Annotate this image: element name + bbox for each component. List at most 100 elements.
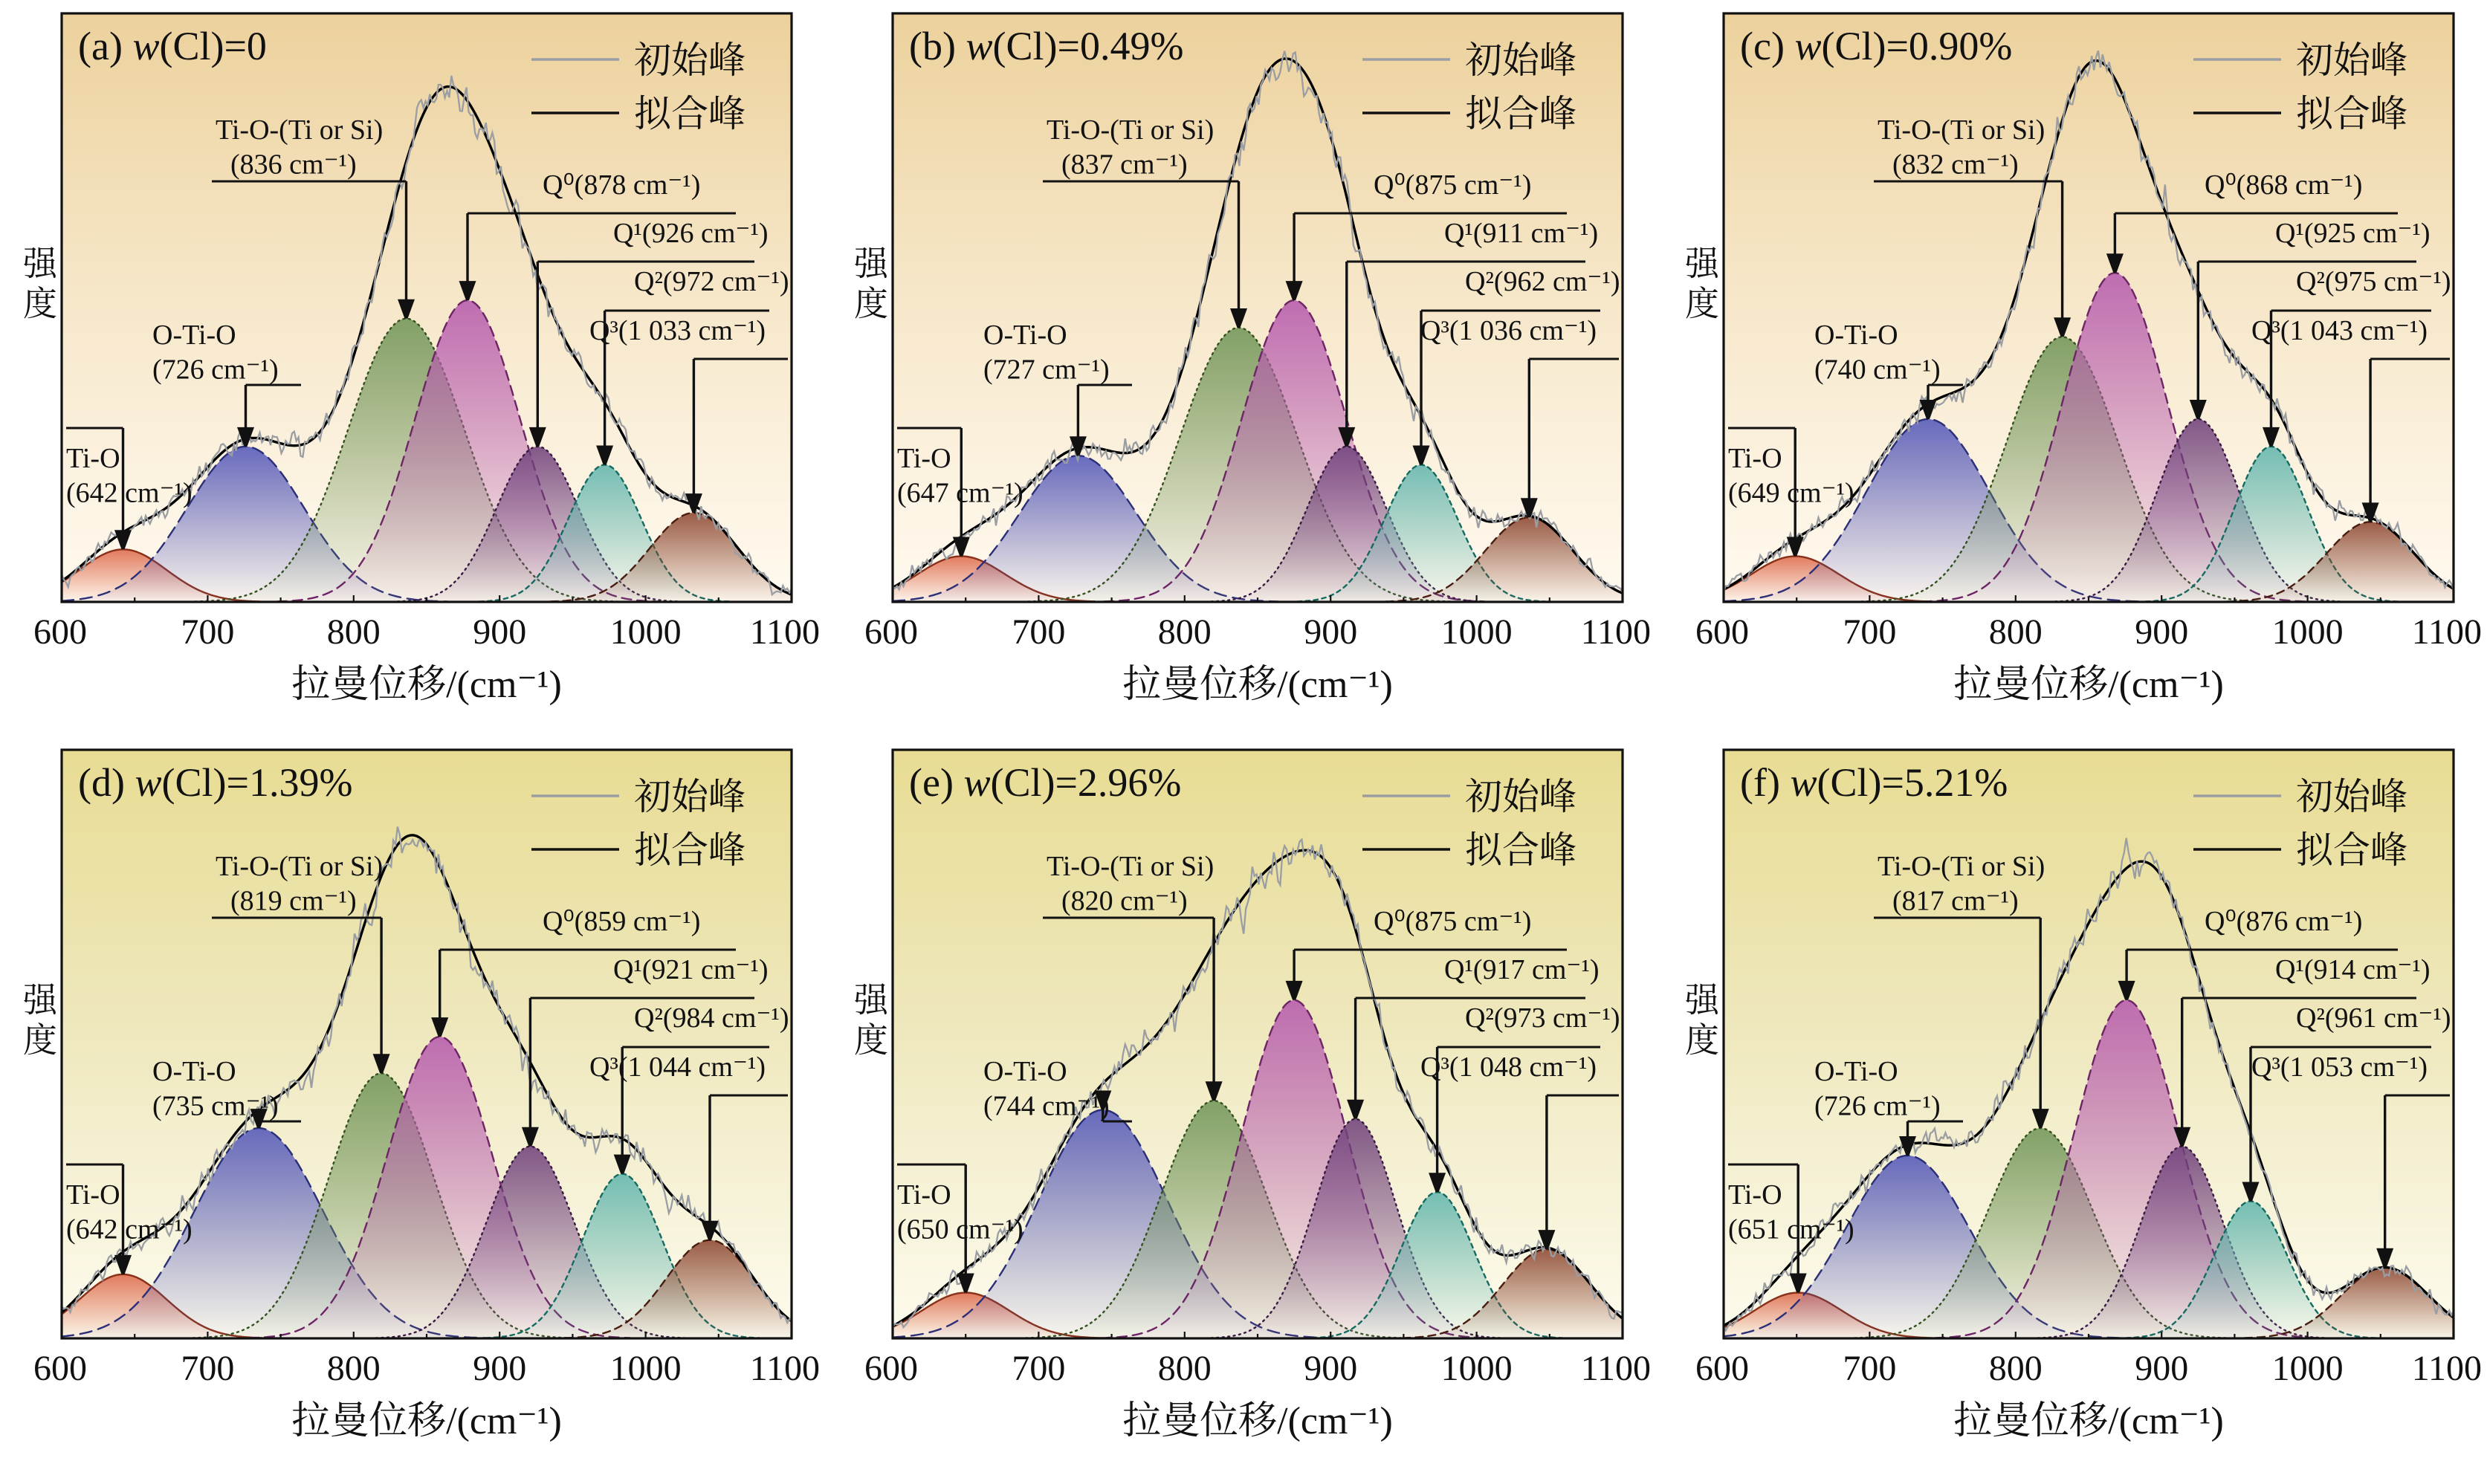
svg-text:Ti-O: Ti-O — [1728, 1179, 1782, 1211]
svg-text:Q²(972 cm⁻¹): Q²(972 cm⁻¹) — [634, 266, 789, 297]
svg-text:(726 cm⁻¹): (726 cm⁻¹) — [152, 354, 279, 385]
svg-text:600: 600 — [1695, 1349, 1749, 1388]
svg-text:初始峰: 初始峰 — [634, 39, 746, 81]
svg-text:拟合峰: 拟合峰 — [2296, 829, 2407, 871]
svg-text:初始峰: 初始峰 — [1465, 776, 1576, 817]
svg-text:700: 700 — [181, 1349, 234, 1388]
svg-text:800: 800 — [1158, 1349, 1212, 1388]
svg-text:Q³(1 036 cm⁻¹): Q³(1 036 cm⁻¹) — [1420, 315, 1597, 346]
svg-text:O-Ti-O: O-Ti-O — [1814, 320, 1898, 351]
svg-text:(649 cm⁻¹): (649 cm⁻¹) — [1728, 477, 1854, 508]
svg-text:Ti-O: Ti-O — [66, 1179, 120, 1211]
svg-text:Ti-O: Ti-O — [897, 443, 951, 474]
svg-text:(651 cm⁻¹): (651 cm⁻¹) — [1728, 1214, 1854, 1245]
svg-text:700: 700 — [1843, 612, 1896, 652]
svg-text:O-Ti-O: O-Ti-O — [152, 1056, 236, 1087]
svg-text:拉曼位移/(cm⁻¹): 拉曼位移/(cm⁻¹) — [1953, 664, 2224, 706]
svg-text:Ti-O-(Ti or Si): Ti-O-(Ti or Si) — [1878, 114, 2045, 146]
svg-text:Q³(1 044 cm⁻¹): Q³(1 044 cm⁻¹) — [589, 1052, 766, 1083]
svg-text:800: 800 — [1989, 612, 2043, 652]
svg-text:Q²(961 cm⁻¹): Q²(961 cm⁻¹) — [2296, 1002, 2451, 1034]
svg-text:Ti-O: Ti-O — [1728, 443, 1782, 474]
svg-text:(817 cm⁻¹): (817 cm⁻¹) — [1892, 885, 2019, 916]
svg-text:1100: 1100 — [750, 612, 820, 652]
svg-text:1000: 1000 — [2272, 1349, 2344, 1388]
svg-text:900: 900 — [473, 1349, 526, 1388]
svg-text:拉曼位移/(cm⁻¹): 拉曼位移/(cm⁻¹) — [1122, 1400, 1393, 1442]
svg-text:1000: 1000 — [610, 612, 682, 652]
svg-text:1100: 1100 — [750, 1349, 820, 1388]
svg-text:Ti-O: Ti-O — [897, 1179, 951, 1211]
svg-text:Q¹(917 cm⁻¹): Q¹(917 cm⁻¹) — [1444, 954, 1600, 985]
svg-text:(820 cm⁻¹): (820 cm⁻¹) — [1061, 885, 1188, 916]
svg-text:(642 cm⁻¹): (642 cm⁻¹) — [66, 1214, 193, 1245]
svg-text:1100: 1100 — [1581, 1349, 1651, 1388]
svg-text:Q⁰(878 cm⁻¹): Q⁰(878 cm⁻¹) — [543, 169, 700, 201]
svg-text:Q¹(914 cm⁻¹): Q¹(914 cm⁻¹) — [2275, 954, 2431, 985]
svg-text:900: 900 — [1304, 612, 1357, 652]
svg-text:600: 600 — [33, 612, 87, 652]
svg-text:Ti-O-(Ti or Si): Ti-O-(Ti or Si) — [1878, 851, 2045, 882]
svg-text:Q⁰(868 cm⁻¹): Q⁰(868 cm⁻¹) — [2205, 169, 2362, 201]
svg-text:900: 900 — [1304, 1349, 1357, 1388]
svg-text:拟合峰: 拟合峰 — [2296, 93, 2407, 135]
svg-text:(b) w(Cl)=0.49%: (b) w(Cl)=0.49% — [909, 24, 1183, 68]
svg-text:O-Ti-O: O-Ti-O — [983, 1056, 1067, 1087]
svg-text:Ti-O-(Ti or Si): Ti-O-(Ti or Si) — [1047, 114, 1214, 146]
svg-text:Q³(1 053 cm⁻¹): Q³(1 053 cm⁻¹) — [2251, 1052, 2428, 1083]
svg-text:1100: 1100 — [2412, 1349, 2482, 1388]
svg-text:(f) w(Cl)=5.21%: (f) w(Cl)=5.21% — [1740, 760, 2008, 805]
svg-text:700: 700 — [1012, 612, 1065, 652]
svg-text:Q³(1 048 cm⁻¹): Q³(1 048 cm⁻¹) — [1420, 1052, 1597, 1083]
svg-text:Q⁰(875 cm⁻¹): Q⁰(875 cm⁻¹) — [1374, 169, 1531, 201]
svg-text:Ti-O-(Ti or Si): Ti-O-(Ti or Si) — [216, 114, 383, 146]
svg-text:1000: 1000 — [1441, 1349, 1513, 1388]
svg-text:Ti-O: Ti-O — [66, 443, 120, 474]
svg-text:800: 800 — [327, 1349, 381, 1388]
svg-text:600: 600 — [864, 612, 918, 652]
svg-text:Q³(1 033 cm⁻¹): Q³(1 033 cm⁻¹) — [589, 315, 766, 346]
svg-text:Q²(984 cm⁻¹): Q²(984 cm⁻¹) — [634, 1002, 789, 1034]
svg-text:1100: 1100 — [1581, 612, 1651, 652]
svg-text:800: 800 — [327, 612, 381, 652]
svg-text:900: 900 — [473, 612, 526, 652]
svg-text:(c) w(Cl)=0.90%: (c) w(Cl)=0.90% — [1740, 24, 2012, 68]
svg-text:拉曼位移/(cm⁻¹): 拉曼位移/(cm⁻¹) — [1122, 664, 1393, 706]
svg-text:700: 700 — [1012, 1349, 1065, 1388]
svg-text:O-Ti-O: O-Ti-O — [152, 320, 236, 351]
svg-text:Q²(962 cm⁻¹): Q²(962 cm⁻¹) — [1465, 266, 1620, 297]
svg-text:初始峰: 初始峰 — [2296, 776, 2407, 817]
svg-text:拉曼位移/(cm⁻¹): 拉曼位移/(cm⁻¹) — [291, 1400, 562, 1442]
svg-text:O-Ti-O: O-Ti-O — [1814, 1056, 1898, 1087]
svg-text:Ti-O-(Ti or Si): Ti-O-(Ti or Si) — [1047, 851, 1214, 882]
svg-text:1000: 1000 — [1441, 612, 1513, 652]
svg-text:Q⁰(875 cm⁻¹): Q⁰(875 cm⁻¹) — [1374, 906, 1531, 937]
svg-text:(727 cm⁻¹): (727 cm⁻¹) — [983, 354, 1110, 385]
svg-text:(a) w(Cl)=0: (a) w(Cl)=0 — [78, 24, 267, 68]
svg-text:800: 800 — [1158, 612, 1212, 652]
svg-text:(744 cm⁻¹): (744 cm⁻¹) — [983, 1090, 1110, 1121]
svg-text:1000: 1000 — [610, 1349, 682, 1388]
svg-text:600: 600 — [33, 1349, 87, 1388]
svg-text:Ti-O-(Ti or Si): Ti-O-(Ti or Si) — [216, 851, 383, 882]
svg-text:Q⁰(859 cm⁻¹): Q⁰(859 cm⁻¹) — [543, 906, 700, 937]
svg-text:600: 600 — [864, 1349, 918, 1388]
svg-text:1000: 1000 — [2272, 612, 2344, 652]
svg-text:Q¹(921 cm⁻¹): Q¹(921 cm⁻¹) — [613, 954, 769, 985]
svg-text:(d) w(Cl)=1.39%: (d) w(Cl)=1.39% — [78, 760, 352, 805]
svg-text:700: 700 — [181, 612, 234, 652]
svg-text:拟合峰: 拟合峰 — [1465, 829, 1576, 871]
svg-text:初始峰: 初始峰 — [2296, 39, 2407, 81]
svg-text:(726 cm⁻¹): (726 cm⁻¹) — [1814, 1090, 1941, 1121]
svg-text:拉曼位移/(cm⁻¹): 拉曼位移/(cm⁻¹) — [1953, 1400, 2224, 1442]
svg-text:O-Ti-O: O-Ti-O — [983, 320, 1067, 351]
svg-text:初始峰: 初始峰 — [634, 776, 746, 817]
svg-text:Q²(975 cm⁻¹): Q²(975 cm⁻¹) — [2296, 266, 2451, 297]
svg-text:(819 cm⁻¹): (819 cm⁻¹) — [230, 885, 357, 916]
svg-text:(650 cm⁻¹): (650 cm⁻¹) — [897, 1214, 1023, 1245]
svg-text:Q¹(925 cm⁻¹): Q¹(925 cm⁻¹) — [2275, 218, 2431, 249]
svg-text:初始峰: 初始峰 — [1465, 39, 1576, 81]
svg-text:800: 800 — [1989, 1349, 2043, 1388]
svg-text:(836 cm⁻¹): (836 cm⁻¹) — [230, 149, 357, 180]
svg-text:拟合峰: 拟合峰 — [634, 829, 746, 871]
